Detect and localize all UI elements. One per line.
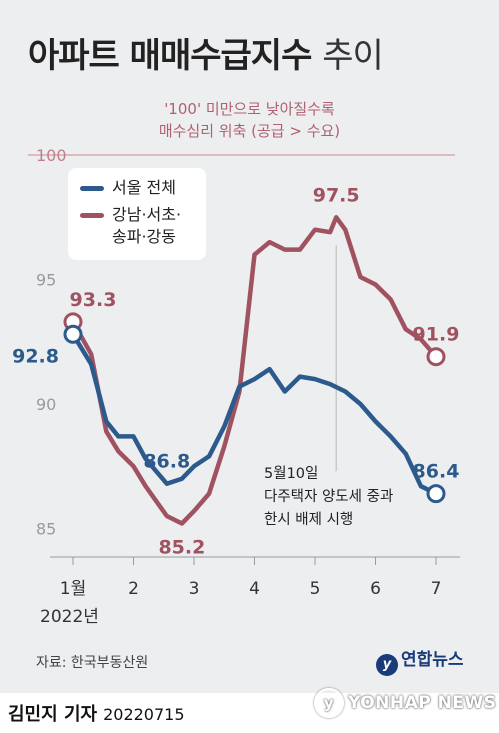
y-tick-label-90: 90: [36, 395, 56, 414]
publish-date: 20220715: [103, 705, 185, 724]
byline: 김민지 기자 20220715: [8, 700, 185, 726]
series-line-1: [70, 215, 439, 526]
yonhap-logo-icon: y: [376, 654, 398, 676]
page-title: 아파트 매매수급지수 추이: [28, 28, 384, 77]
chart-card: [0, 0, 499, 693]
x-tick-label-6: 6: [370, 579, 381, 599]
legend-label-gangnam-line1: 강남·서초·: [112, 205, 182, 224]
data-label-0: 92.8: [12, 345, 59, 367]
reference-note-line1: '100' 미만으로 낮아질수록: [164, 100, 335, 118]
y-tick-label-100: 100: [36, 146, 67, 165]
brand-name: 연합뉴스: [401, 650, 464, 670]
year-label: 2022년: [40, 607, 99, 627]
data-label-4: 85.2: [158, 537, 205, 559]
annotation-line3: 한시 배제 시행: [264, 511, 353, 528]
y-tick-label-85: 85: [36, 520, 56, 539]
author-name: 김민지 기자: [8, 704, 98, 725]
data-label-6: 91.9: [413, 324, 460, 346]
watermark-text: YONHAP NEWS: [348, 693, 497, 713]
source-label: 자료: 한국부동산원: [36, 655, 149, 671]
x-tick-label-1: 1월: [60, 579, 86, 599]
y-tick-label-95: 95: [36, 271, 56, 290]
chart-legend: 서울 전체 강남·서초· 송파·강동: [68, 168, 206, 260]
data-label-3: 93.3: [70, 289, 117, 311]
x-tick-label-2: 2: [128, 579, 139, 599]
series-line-0: [70, 332, 439, 496]
series-0-endpoint-0: [63, 324, 83, 344]
x-tick-label-4: 4: [249, 579, 260, 599]
annotation-line1: 5월10일: [264, 465, 318, 482]
series-0-endpoint-24: [426, 484, 446, 504]
reference-note: '100' 미만으로 낮아질수록 매수심리 위축 (공급 > 수요): [0, 98, 499, 142]
x-tick-label-3: 3: [189, 579, 200, 599]
x-tick-label-7: 7: [431, 579, 442, 599]
data-label-5: 97.5: [313, 184, 360, 206]
watermark: y YONHAP NEWS: [314, 688, 496, 718]
brand-logo: y 연합뉴스: [376, 645, 464, 676]
legend-swatch-seoul: [80, 186, 104, 191]
title-suffix: 추이: [322, 36, 384, 76]
x-tick-label-5: 5: [310, 579, 321, 599]
reference-note-line2: 매수심리 위축 (공급 > 수요): [158, 122, 341, 140]
legend-label-seoul: 서울 전체: [112, 178, 176, 197]
title-main: 아파트 매매수급지수: [28, 36, 312, 76]
legend-swatch-gangnam: [80, 213, 104, 218]
legend-label-gangnam-line2: 송파·강동: [112, 227, 176, 246]
data-label-1: 86.8: [143, 451, 190, 473]
annotation-line2: 다주택자 양도세 중과: [264, 488, 393, 505]
data-label-2: 86.4: [413, 461, 460, 483]
series-1-endpoint-25: [426, 347, 446, 367]
watermark-logo-icon: y: [314, 688, 344, 718]
